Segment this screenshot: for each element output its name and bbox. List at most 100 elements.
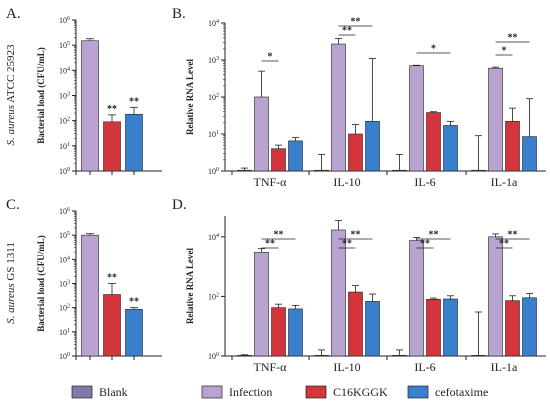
- tick-base: 10: [59, 304, 67, 313]
- bar-Infection: [488, 67, 503, 172]
- bar-C16KGGK: [103, 121, 121, 172]
- y-tick-label: 104: [208, 233, 219, 242]
- strain-label: S. aureus GS 1311: [5, 242, 17, 324]
- legend-label-Blank: Blank: [99, 385, 128, 399]
- bar-cefotaxime: [365, 121, 380, 172]
- significance-label: **: [129, 96, 139, 107]
- bar-Infection: [331, 43, 346, 172]
- bar-C16KGGK: [348, 133, 363, 172]
- legend-label-C16KGGK: C16KGGK: [333, 385, 388, 399]
- bar-cefotaxime: [288, 308, 303, 357]
- tick-exponent: 1: [67, 328, 70, 334]
- y-tick-label: 103: [59, 92, 70, 101]
- significance-label: **: [351, 17, 361, 28]
- significance-label: **: [129, 297, 139, 308]
- tick-exponent: 0: [216, 352, 219, 358]
- bar-Infection: [254, 252, 269, 357]
- tick-base: 10: [208, 167, 216, 176]
- tick-base: 10: [208, 233, 216, 242]
- legend-swatch-Infection: [201, 385, 223, 399]
- tick-exponent: 0: [216, 167, 219, 173]
- tick-base: 10: [208, 130, 216, 139]
- y-tick-label: 100: [59, 352, 70, 361]
- bar-Infection: [254, 96, 269, 172]
- x-category-label: IL-6: [414, 175, 435, 189]
- tick-base: 10: [59, 117, 67, 126]
- bar-Infection: [409, 65, 424, 172]
- y-tick-label: 104: [59, 255, 70, 264]
- significance-label: *: [431, 44, 436, 55]
- bar-C16KGGK: [103, 294, 121, 357]
- bar-Infection: [81, 234, 99, 357]
- tick-exponent: 6: [67, 16, 70, 22]
- bar-cefotaxime: [522, 297, 537, 357]
- y-axis-label: Relative RNA Level: [185, 248, 195, 324]
- legend-swatch-C16KGGK: [305, 385, 327, 399]
- y-tick-label: 100: [208, 352, 219, 361]
- tick-exponent: 1: [216, 130, 219, 136]
- tick-exponent: 4: [67, 66, 70, 72]
- tick-base: 10: [208, 93, 216, 102]
- y-tick-label: 101: [208, 130, 219, 139]
- bar-Blank: [471, 355, 486, 357]
- y-tick-label: 106: [59, 207, 70, 216]
- bar-C16KGGK: [271, 307, 286, 357]
- bar-cefotaxime: [288, 140, 303, 172]
- tick-exponent: 0: [67, 167, 70, 173]
- significance-label: **: [429, 230, 439, 241]
- panel-label: C.: [6, 197, 20, 213]
- tick-base: 10: [59, 328, 67, 337]
- tick-exponent: 2: [216, 292, 219, 298]
- legend-swatch-cefotaxime: [407, 385, 429, 399]
- legend-label-Infection: Infection: [229, 385, 272, 399]
- tick-exponent: 1: [67, 142, 70, 148]
- y-tick-label: 100: [208, 167, 219, 176]
- y-tick-label: 102: [59, 304, 70, 313]
- significance-label: **: [107, 273, 117, 284]
- y-axis-label: Relative RNA Level: [185, 59, 195, 135]
- x-category-label: TNF-α: [254, 175, 288, 189]
- bar-C16KGGK: [505, 300, 520, 357]
- bar-cefotaxime: [365, 301, 380, 357]
- tick-base: 10: [59, 231, 67, 240]
- bar-cefotaxime: [522, 136, 537, 172]
- bar-Blank: [237, 169, 252, 172]
- significance-label: **: [107, 104, 117, 115]
- significance-label: **: [499, 239, 509, 250]
- bar-Blank: [237, 355, 252, 357]
- bar-C16KGGK: [426, 298, 441, 357]
- tick-base: 10: [59, 207, 67, 216]
- tick-base: 10: [208, 19, 216, 28]
- bar-Blank: [392, 169, 407, 172]
- bar-Infection: [488, 236, 503, 357]
- panel-label: B.: [172, 6, 186, 22]
- x-category-label: TNF-α: [254, 360, 288, 374]
- significance-label: **: [420, 239, 430, 250]
- tick-base: 10: [59, 16, 67, 25]
- bar-C16KGGK: [505, 121, 520, 172]
- y-tick-label: 106: [59, 16, 70, 25]
- tick-exponent: 4: [216, 233, 219, 239]
- significance-label: **: [342, 26, 352, 37]
- bar-C16KGGK: [271, 148, 286, 172]
- y-tick-label: 105: [59, 41, 70, 50]
- bar-Blank: [314, 169, 329, 172]
- tick-base: 10: [59, 92, 67, 101]
- y-tick-label: 104: [208, 19, 219, 28]
- bar-cefotaxime: [125, 113, 143, 172]
- tick-base: 10: [59, 167, 67, 176]
- tick-exponent: 3: [216, 56, 219, 62]
- y-tick-label: 101: [59, 142, 70, 151]
- significance-label: **: [508, 230, 518, 241]
- tick-base: 10: [208, 352, 216, 361]
- tick-exponent: 4: [216, 19, 219, 25]
- x-category-label: IL-1a: [491, 360, 518, 374]
- y-tick-label: 103: [208, 56, 219, 65]
- tick-base: 10: [208, 56, 216, 65]
- y-tick-label: 100: [59, 167, 70, 176]
- bar-C16KGGK: [426, 112, 441, 172]
